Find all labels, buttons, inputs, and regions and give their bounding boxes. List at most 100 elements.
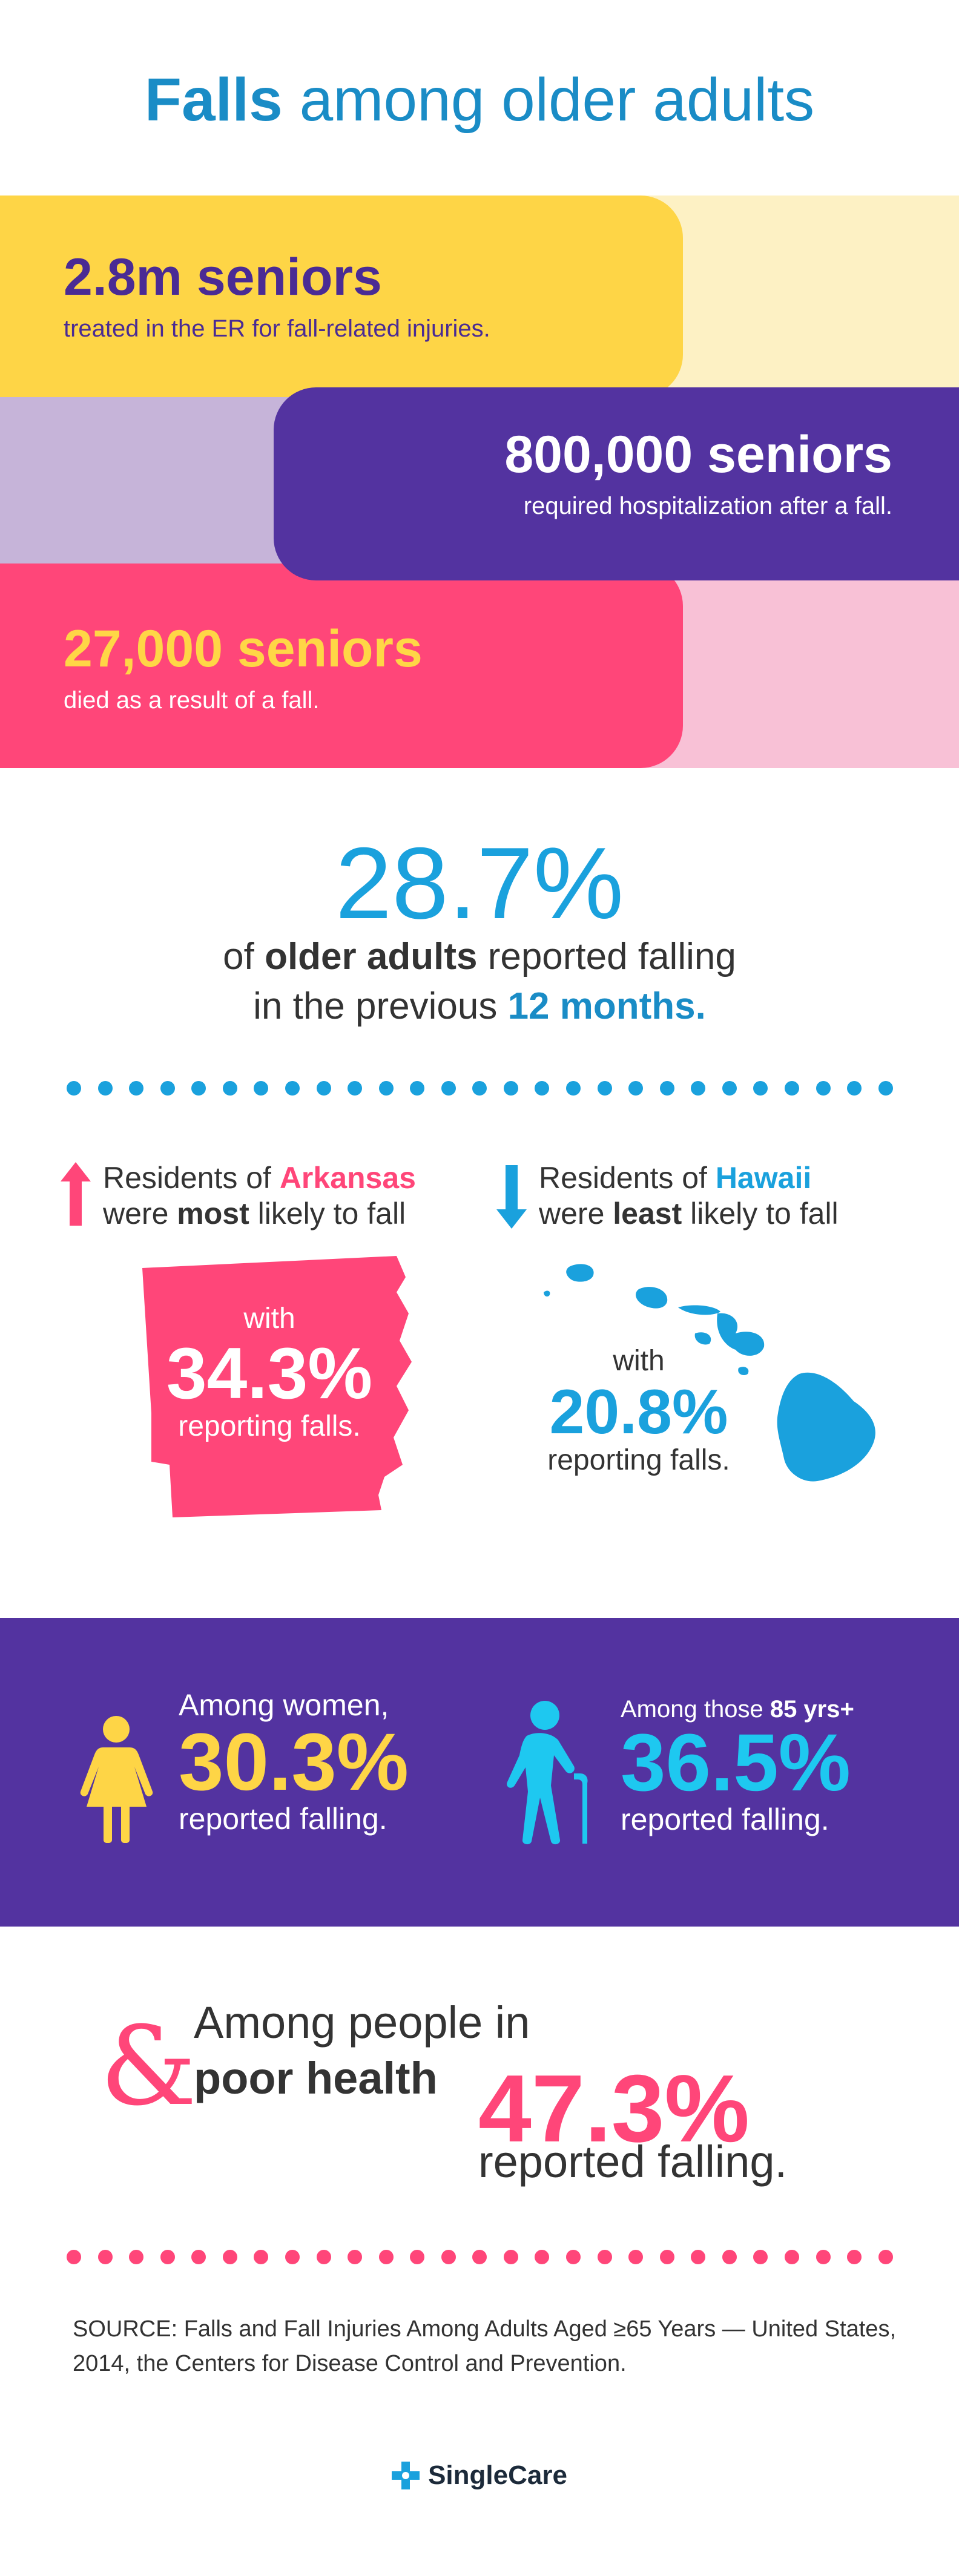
divider-dot (503, 1081, 518, 1096)
stat-hospital-value: 800,000 seniors (504, 426, 892, 484)
arkansas-tail: reporting falls. (178, 1410, 361, 1442)
hawaii-map-icon (544, 1264, 875, 1482)
divider-dot (222, 2250, 237, 2264)
hawaii-tail: reporting falls. (547, 1444, 730, 1476)
overall-percentage: 28.7% (335, 826, 624, 940)
stat-deaths: 27,000 seniors died as a result of a fal… (0, 564, 683, 768)
elderly-stat: Among those 85 yrs+ 36.5% reported falli… (621, 1696, 854, 1836)
divider-dot (847, 2250, 862, 2264)
stat-er-value: 2.8m seniors (64, 248, 382, 306)
divider-dot (472, 2250, 487, 2264)
stat-hospital-caption: required hospitalization after a fall. (523, 493, 892, 519)
hawaii-text: were (539, 1197, 613, 1230)
divider-dot (160, 2250, 175, 2264)
divider-dot (597, 2250, 612, 2264)
divider-dot (441, 2250, 456, 2264)
women-value: 30.3% (179, 1717, 409, 1807)
divider-dot (816, 1081, 831, 1096)
hawaii-with: with (613, 1345, 665, 1377)
divider-dot (410, 2250, 425, 2264)
divider-dot (67, 2250, 81, 2264)
arrow-up-icon (61, 1162, 91, 1226)
hawaii-stat: with 20.8% reporting falls. (515, 1347, 763, 1475)
divider-dot (285, 1081, 300, 1096)
arkansas-bold: most (177, 1197, 249, 1230)
demographics-section (0, 1618, 959, 1927)
arkansas-heading: Residents of Arkansas were most likely t… (103, 1160, 416, 1232)
elderly-cane-icon (507, 1701, 588, 1845)
hawaii-value: 20.8% (549, 1377, 728, 1447)
arkansas-map-icon (142, 1256, 412, 1517)
divider-dot (878, 2250, 893, 2264)
arkansas-with: with (243, 1303, 295, 1335)
divider-dot (160, 1081, 175, 1096)
divider-dot (691, 2250, 706, 2264)
divider-dot (472, 1081, 487, 1096)
page-title: Falls among older adults (0, 64, 959, 136)
divider-dot (378, 1081, 394, 1096)
divider-dot (97, 2250, 113, 2264)
divider-dot (348, 2250, 363, 2264)
overall-caption: of older adults reported falling in the … (0, 932, 959, 1031)
title-rest: among older adults (299, 66, 815, 134)
divider-dot (410, 1081, 425, 1096)
divider-dot (535, 1081, 550, 1096)
women-tail: reported falling. (179, 1802, 387, 1836)
elderly-lead-bold: 85 yrs+ (770, 1696, 854, 1723)
women-lead: Among women, (179, 1688, 389, 1722)
divider-dot (659, 1081, 674, 1096)
divider-dot (535, 2250, 550, 2264)
stat-er-visits: 2.8m seniors treated in the ER for fall-… (0, 196, 683, 397)
divider-dot (628, 1081, 644, 1096)
arrow-down-icon (496, 1165, 527, 1229)
elderly-tail: reported falling. (621, 1802, 829, 1836)
arkansas-state-name: Arkansas (279, 1161, 416, 1195)
arkansas-text: likely to fall (249, 1197, 406, 1230)
divider-dot (191, 1081, 206, 1096)
divider-dot (222, 1081, 237, 1096)
divider-dot (722, 2250, 737, 2264)
poor-health-line1: Among people in (194, 1997, 530, 2048)
divider-dot (628, 2250, 644, 2264)
divider-dot (753, 2250, 768, 2264)
divider-dot (191, 2250, 206, 2264)
divider-dot (129, 2250, 144, 2264)
women-stat: Among women, 30.3% reported falling. (179, 1689, 409, 1835)
overall-bold: older adults (265, 936, 478, 978)
overall-text: reported falling (477, 936, 736, 978)
hawaii-bold: least (613, 1197, 682, 1230)
hawaii-text: likely to fall (682, 1197, 839, 1230)
divider-dot (348, 1081, 363, 1096)
stat-hospitalization: 800,000 seniors required hospitalization… (274, 387, 959, 580)
divider-dot (441, 1081, 456, 1096)
poor-health-line2: poor health (194, 2053, 438, 2103)
hawaii-state-name: Hawaii (715, 1161, 812, 1195)
divider-dot (254, 2250, 269, 2264)
stat-deaths-value: 27,000 seniors (64, 620, 423, 678)
divider-dot (316, 1081, 331, 1096)
divider-dot (503, 2250, 518, 2264)
hawaii-text: Residents of (539, 1161, 716, 1195)
divider-dot (378, 2250, 394, 2264)
divider-dots-pink (67, 2249, 893, 2265)
divider-dot (691, 1081, 706, 1096)
overall-period: 12 months. (507, 985, 706, 1027)
divider-dot (784, 1081, 799, 1096)
divider-dot (285, 2250, 300, 2264)
singlecare-logo-icon (392, 2462, 420, 2489)
divider-dot (254, 1081, 269, 1096)
arkansas-text: Residents of (103, 1161, 280, 1195)
singlecare-logo: SingleCare (0, 2457, 959, 2494)
divider-dot (566, 1081, 581, 1096)
divider-dot (67, 1081, 81, 1096)
source-citation: SOURCE: Falls and Fall Injuries Among Ad… (73, 2316, 897, 2376)
stat-deaths-caption: died as a result of a fall. (64, 687, 320, 714)
title-bold: Falls (144, 66, 283, 134)
divider-dot (878, 1081, 893, 1096)
ampersand-glyph: & (100, 2003, 197, 2130)
woman-icon (80, 1716, 153, 1843)
poor-health-tail: reported falling. (478, 2137, 788, 2187)
elderly-lead: Among those (621, 1696, 770, 1723)
arkansas-text: were (103, 1197, 177, 1230)
